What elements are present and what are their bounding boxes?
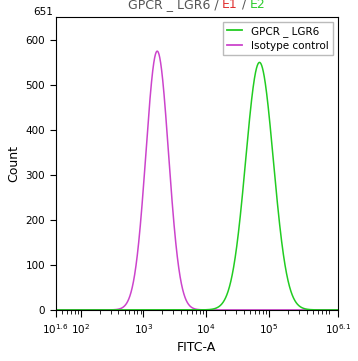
Line: Isotype control: Isotype control	[55, 51, 338, 310]
GPCR _ LGR6	[162, 308, 166, 312]
Text: /: /	[238, 0, 250, 11]
Isotype control	[330, 308, 335, 312]
Text: GPCR _ LGR6 /: GPCR _ LGR6 /	[127, 0, 222, 11]
GPCR _ LGR6	[174, 308, 178, 312]
Isotype control	[336, 308, 340, 312]
Y-axis label: Count: Count	[7, 145, 20, 182]
Isotype control	[53, 308, 58, 312]
GPCR _ LGR6	[300, 306, 304, 310]
Isotype control	[300, 308, 304, 312]
GPCR _ LGR6	[257, 60, 262, 65]
Text: E2: E2	[250, 0, 266, 11]
GPCR _ LGR6	[336, 308, 340, 312]
Legend: GPCR _ LGR6, Isotype control: GPCR _ LGR6, Isotype control	[223, 22, 333, 55]
Text: 651: 651	[33, 7, 53, 17]
Isotype control	[102, 308, 107, 312]
Isotype control	[174, 244, 178, 249]
Isotype control	[155, 49, 159, 53]
GPCR _ LGR6	[330, 308, 335, 312]
GPCR _ LGR6	[102, 308, 107, 312]
Line: GPCR _ LGR6: GPCR _ LGR6	[55, 62, 338, 310]
X-axis label: FITC-A: FITC-A	[177, 341, 216, 354]
GPCR _ LGR6	[86, 308, 90, 312]
GPCR _ LGR6	[53, 308, 58, 312]
Text: E1: E1	[222, 0, 238, 11]
Isotype control	[86, 308, 90, 312]
Isotype control	[162, 91, 166, 95]
